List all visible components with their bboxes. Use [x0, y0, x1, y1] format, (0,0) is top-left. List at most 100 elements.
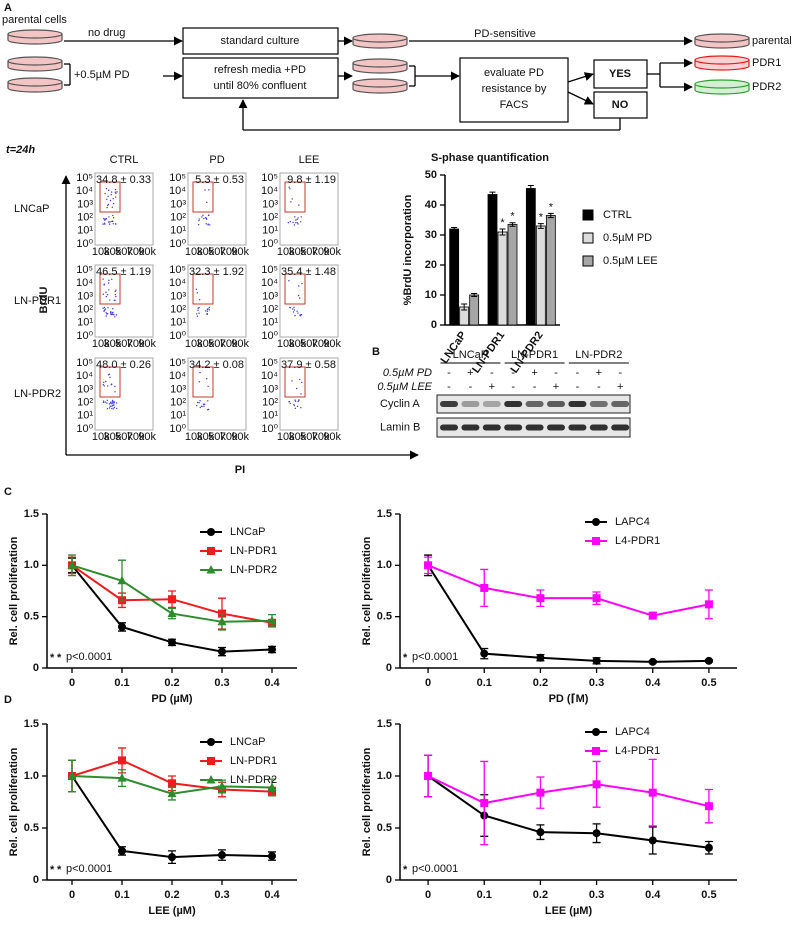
x-axis-label: LEE (µM) [545, 905, 593, 917]
facs-y-tick: 10⁰ [76, 330, 93, 342]
y-tick-label: 0.5 [377, 822, 392, 834]
treatment-sign: - [576, 367, 580, 379]
facs-y-tick: 10¹ [170, 225, 186, 237]
facs-gate [192, 366, 214, 398]
significance: * [57, 652, 62, 664]
facs-x-tick: 90k [231, 246, 249, 258]
facs-event [109, 221, 111, 223]
treatment-label: 0.5µM LEE [377, 381, 432, 393]
facs-x-tick: 30k [289, 431, 307, 443]
treatment-sign: - [469, 381, 473, 393]
facs-event [293, 224, 296, 226]
facs-y-tick: 10⁰ [261, 330, 278, 342]
facs-event [297, 312, 299, 314]
facs-plot [187, 264, 247, 338]
marker [424, 772, 433, 780]
facs-event [200, 405, 203, 407]
facs-y-tick: 10⁰ [261, 423, 278, 435]
legend-swatch [582, 255, 594, 267]
facs-event [115, 402, 118, 404]
treatment-sign: - [490, 367, 494, 379]
facs-x-tick: 90k [323, 338, 341, 350]
facs-event [105, 380, 107, 383]
significance: * [500, 217, 505, 229]
facs-y-tick: 10⁵ [169, 357, 186, 369]
facs-event [299, 378, 301, 381]
y-tick-label: 0.5 [24, 611, 39, 623]
box-text: resistance by [482, 83, 547, 95]
bar [487, 194, 498, 326]
facs-y-tick: 10¹ [170, 317, 186, 329]
facs-x-tick: 90k [323, 246, 341, 258]
facs-event [202, 403, 205, 406]
x-tick-label: 0.1 [477, 677, 492, 689]
facs-x-tick: 10k [185, 431, 203, 443]
facs-plot [279, 264, 339, 338]
facs-event [114, 188, 117, 191]
facs-x-tick: 50k [300, 431, 318, 443]
facs-event [111, 405, 114, 407]
facs-event [106, 294, 109, 296]
facs-event [115, 192, 117, 195]
facs-x-tick: 50k [208, 338, 226, 350]
significance: * [510, 211, 515, 223]
marker [592, 594, 601, 603]
facs-event [107, 195, 109, 198]
y-tick-label: 0 [33, 874, 39, 886]
facs-event [297, 223, 299, 225]
x-tick-label: 0.2 [164, 889, 179, 901]
facs-x-tick: 90k [231, 338, 249, 350]
marker [218, 647, 226, 656]
facs-event [114, 299, 116, 301]
blot-band [547, 401, 565, 407]
facs-plot [94, 357, 154, 431]
significance: * [57, 864, 62, 876]
facs-y-tick: 10⁰ [169, 423, 186, 435]
y-tick-label: 0 [431, 319, 437, 331]
facs-event [106, 204, 109, 207]
facs-y-tick: 10² [77, 304, 93, 316]
annotation: p<0.0001 [412, 863, 458, 875]
dish-top [7, 29, 63, 39]
error-bar [527, 185, 534, 192]
treatment-sign: - [554, 367, 558, 379]
facs-y-tick: 10¹ [77, 410, 93, 422]
facs-event [110, 401, 112, 403]
y-tick-label: 40 [425, 199, 437, 211]
facs-event [205, 217, 207, 220]
blot-group: LN-PDR1 [511, 349, 558, 361]
facs-event [113, 406, 116, 409]
facs-event [113, 402, 115, 404]
facs-y-tick: 10³ [170, 290, 186, 302]
legend-label: LAPC4 [615, 726, 650, 738]
facs-event [289, 188, 291, 190]
x-tick-label: 0.2 [533, 677, 548, 689]
blot-band [482, 424, 501, 431]
facs-event [296, 222, 299, 224]
facs-y-tick: 10⁴ [261, 277, 278, 289]
facs-gate [284, 181, 306, 213]
marker [536, 828, 545, 837]
facs-event [208, 306, 211, 309]
facs-value: 35.4 ± 1.48 [281, 266, 336, 278]
facs-event [297, 294, 300, 297]
legend-label: L4-PDR1 [615, 745, 660, 757]
facs-x-tick: 70k [127, 246, 145, 258]
facs-event [108, 223, 111, 225]
x-tick-label: 0.3 [589, 677, 604, 689]
y-axis-label: Rel. cell proliferation [8, 747, 20, 856]
facs-x-tick: 50k [115, 246, 133, 258]
facs-y-tick: 10⁰ [169, 238, 186, 250]
facs-axis-label: PI [235, 464, 245, 476]
facs-gate [99, 273, 121, 305]
box [459, 57, 569, 123]
facs-event [298, 399, 300, 401]
facs-event [198, 298, 201, 301]
facs-event [292, 311, 295, 313]
facs-gate [99, 366, 121, 398]
marker [217, 781, 227, 790]
blot-band [461, 424, 480, 431]
facs-y-tick: 10⁴ [169, 370, 186, 382]
blot-band [611, 401, 630, 407]
facs-event [206, 409, 209, 411]
